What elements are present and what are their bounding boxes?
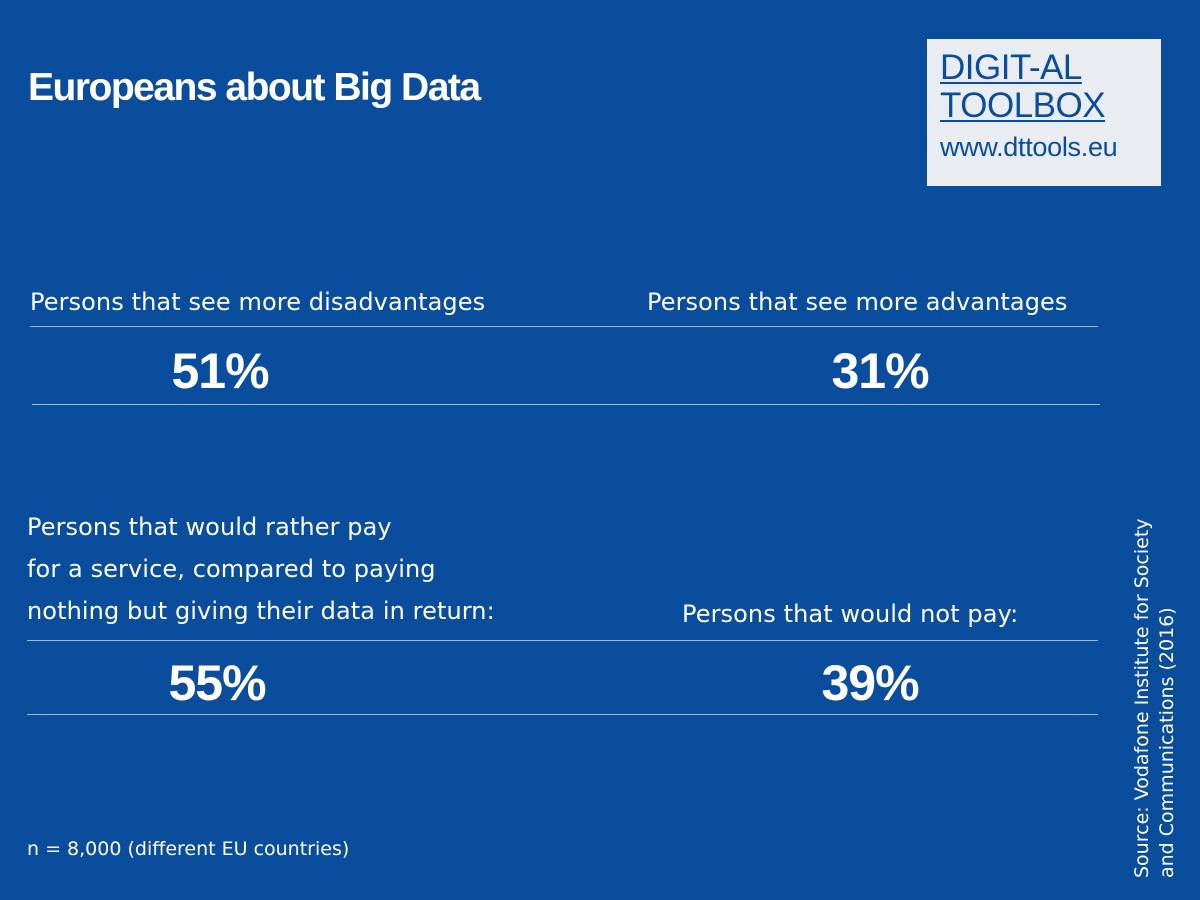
not-pay-label: Persons that would not pay: [682,600,1019,628]
advantages-value: 31% [831,343,929,399]
logo-line-2: TOOLBOX [940,86,1106,125]
divider [530,326,1098,327]
digital-toolbox-logo[interactable]: DIGIT-AL TOOLBOX www.dttools.eu [927,39,1161,186]
logo-line-1: DIGIT-AL [940,48,1082,87]
pay-label-line: nothing but giving their data in return: [27,597,495,625]
divider [27,714,1098,715]
source-line-2: and Communications (2016) [1156,607,1178,878]
pay-label-line: Persons that would rather pay [27,513,392,541]
page-title: Europeans about Big Data [28,66,481,109]
pay-label: Persons that would rather pay for a serv… [27,506,495,632]
divider [32,404,1100,405]
divider [30,326,530,327]
not-pay-value: 39% [821,655,919,711]
source-citation: Source: Vodafone Institute for Society a… [1130,518,1180,878]
logo-url: www.dttools.eu [940,132,1118,162]
pay-value: 55% [168,655,266,711]
advantages-label: Persons that see more advantages [647,288,1068,316]
disadvantages-value: 51% [171,343,269,399]
source-line-1: Source: Vodafone Institute for Society [1131,518,1153,878]
pay-label-line: for a service, compared to paying [27,555,436,583]
sample-size-note: n = 8,000 (different EU countries) [27,838,350,860]
disadvantages-label: Persons that see more disadvantages [30,288,486,316]
divider [27,640,1098,641]
